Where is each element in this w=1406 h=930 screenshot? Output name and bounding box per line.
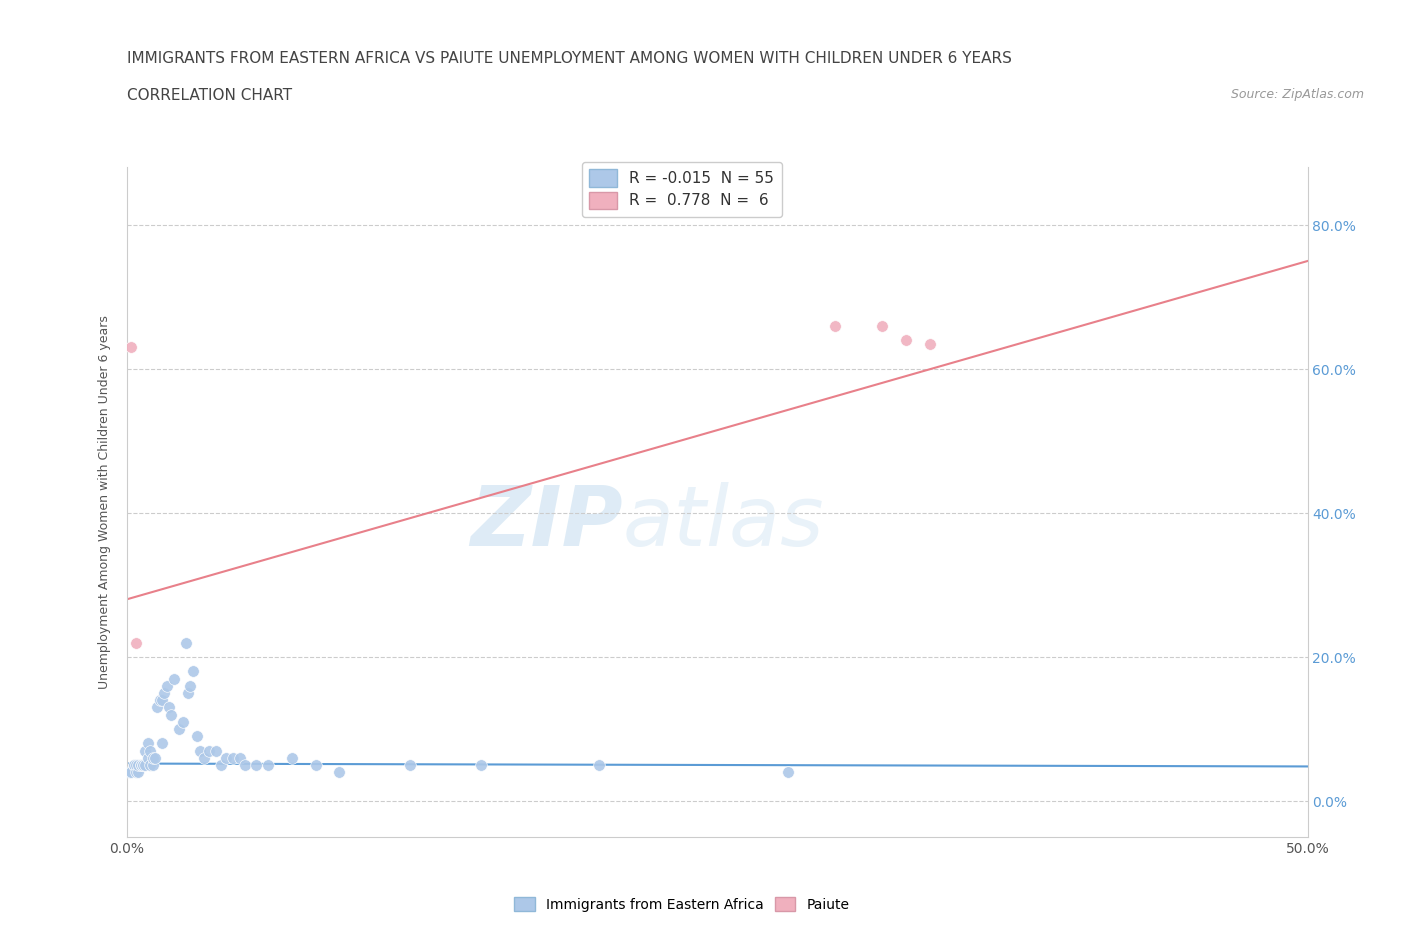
Point bbox=[125, 635, 148, 650]
Point bbox=[894, 333, 917, 348]
Point bbox=[150, 693, 173, 708]
Point bbox=[146, 700, 169, 715]
Point bbox=[125, 764, 148, 779]
Point bbox=[149, 693, 172, 708]
Point bbox=[134, 758, 156, 773]
Point bbox=[139, 743, 162, 758]
Point bbox=[215, 751, 238, 765]
Point bbox=[186, 729, 208, 744]
Point bbox=[193, 751, 215, 765]
Text: IMMIGRANTS FROM EASTERN AFRICA VS PAIUTE UNEMPLOYMENT AMONG WOMEN WITH CHILDREN : IMMIGRANTS FROM EASTERN AFRICA VS PAIUTE… bbox=[127, 51, 1011, 66]
Point bbox=[776, 764, 799, 779]
Point bbox=[118, 764, 141, 779]
Point bbox=[125, 758, 148, 773]
Point bbox=[179, 678, 201, 693]
Text: Source: ZipAtlas.com: Source: ZipAtlas.com bbox=[1230, 88, 1364, 101]
Point bbox=[588, 758, 610, 773]
Y-axis label: Unemployment Among Women with Children Under 6 years: Unemployment Among Women with Children U… bbox=[97, 315, 111, 689]
Point bbox=[198, 743, 221, 758]
Point bbox=[177, 685, 200, 700]
Point bbox=[141, 758, 163, 773]
Legend: Immigrants from Eastern Africa, Paiute: Immigrants from Eastern Africa, Paiute bbox=[508, 891, 855, 917]
Point bbox=[136, 736, 159, 751]
Point bbox=[205, 743, 228, 758]
Point bbox=[141, 751, 163, 765]
Point bbox=[229, 751, 252, 765]
Point bbox=[470, 758, 492, 773]
Point bbox=[222, 751, 245, 765]
Point bbox=[281, 751, 304, 765]
Point bbox=[139, 758, 162, 773]
Point bbox=[132, 758, 155, 773]
Text: CORRELATION CHART: CORRELATION CHART bbox=[127, 88, 291, 103]
Point bbox=[160, 707, 183, 722]
Point bbox=[163, 671, 186, 686]
Point bbox=[181, 664, 204, 679]
Point bbox=[143, 751, 166, 765]
Point bbox=[209, 758, 232, 773]
Point bbox=[399, 758, 422, 773]
Point bbox=[257, 758, 280, 773]
Point bbox=[127, 764, 149, 779]
Point bbox=[122, 758, 145, 773]
Point bbox=[172, 714, 194, 729]
Point bbox=[328, 764, 350, 779]
Point bbox=[127, 758, 149, 773]
Text: ZIP: ZIP bbox=[470, 482, 623, 563]
Point bbox=[122, 758, 145, 773]
Point bbox=[918, 337, 941, 352]
Point bbox=[120, 340, 142, 355]
Point bbox=[136, 751, 159, 765]
Point bbox=[174, 635, 197, 650]
Point bbox=[233, 758, 256, 773]
Point bbox=[129, 758, 152, 773]
Point bbox=[872, 318, 894, 333]
Point bbox=[188, 743, 211, 758]
Point bbox=[132, 758, 155, 773]
Point bbox=[156, 678, 179, 693]
Point bbox=[150, 736, 173, 751]
Point bbox=[120, 764, 142, 779]
Point bbox=[245, 758, 267, 773]
Point bbox=[157, 700, 180, 715]
Text: atlas: atlas bbox=[623, 482, 824, 563]
Point bbox=[129, 758, 152, 773]
Point bbox=[134, 743, 156, 758]
Point bbox=[304, 758, 326, 773]
Point bbox=[153, 685, 176, 700]
Point bbox=[167, 722, 190, 737]
Point bbox=[824, 318, 846, 333]
